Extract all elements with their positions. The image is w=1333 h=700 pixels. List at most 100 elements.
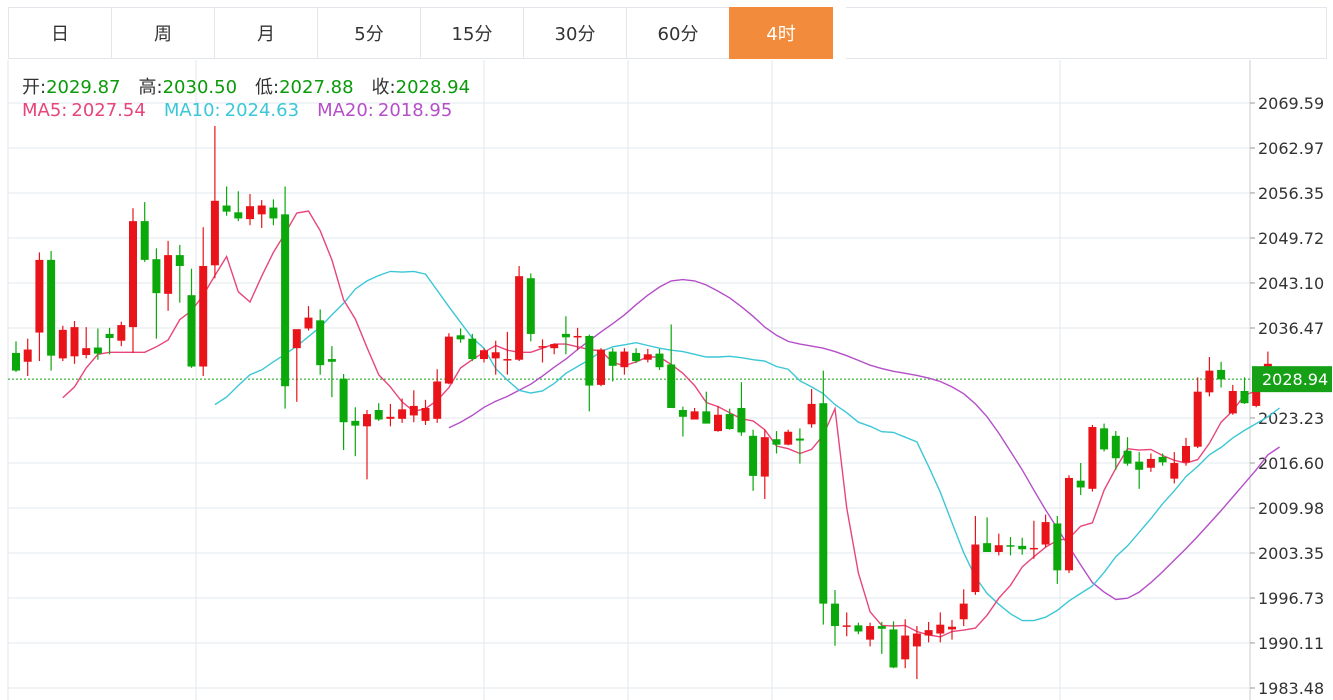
candle-body	[585, 335, 594, 386]
candle-body	[456, 335, 465, 340]
candle-body	[1029, 547, 1038, 550]
y-tick-label: 2023.23	[1258, 409, 1324, 428]
candle-body	[70, 327, 79, 357]
candle-body	[444, 336, 453, 384]
candle-body	[795, 438, 804, 441]
candle-body	[47, 259, 56, 356]
candle-body	[561, 333, 570, 338]
close-label: 收:	[371, 77, 396, 98]
candle-body	[854, 625, 863, 632]
candle-body	[1018, 545, 1027, 550]
tab-month[interactable]: 月	[214, 7, 318, 59]
ma10-value: 2024.63	[224, 100, 300, 121]
candle-body	[983, 543, 992, 552]
tab-day[interactable]: 日	[8, 7, 112, 59]
y-tick-label: 2069.59	[1258, 94, 1324, 113]
y-tick-label: 2016.60	[1258, 454, 1324, 473]
open-label: 开:	[22, 77, 47, 98]
low-label: 低:	[255, 77, 280, 98]
candle-body	[819, 403, 828, 604]
ma5-line	[62, 210, 1280, 638]
candle-body	[363, 414, 371, 427]
candle-body	[351, 420, 360, 426]
candle-body	[784, 431, 793, 445]
close-value: 2028.94	[395, 77, 471, 98]
y-tick-label: 2049.72	[1258, 229, 1324, 248]
candle-body	[398, 409, 407, 419]
y-tick-label: 2056.35	[1258, 184, 1324, 203]
candle-body	[292, 329, 301, 349]
candle-body	[1205, 370, 1214, 393]
candle-body	[93, 347, 102, 354]
candle-body	[643, 354, 652, 360]
candle-body	[948, 626, 956, 630]
ma-info: MA5: 2027.54 MA10: 2024.63 MA20: 2018.95	[22, 100, 452, 121]
candle-body	[1193, 391, 1202, 447]
y-tick-label: 2043.10	[1258, 274, 1324, 293]
tab-5min[interactable]: 5分	[317, 7, 421, 59]
last-price-label: 2028.94	[1262, 370, 1328, 389]
ohlc-info: 开:2029.87 高:2030.50 低:2027.88 收:2028.94	[22, 73, 470, 99]
high-label: 高:	[138, 77, 163, 98]
candle-body	[1111, 435, 1120, 459]
candle-body	[1228, 390, 1237, 414]
candle-body	[737, 407, 746, 433]
y-tick-label: 1983.48	[1258, 679, 1324, 698]
candle-body	[515, 276, 524, 360]
candle-body	[269, 207, 278, 219]
candle-body	[1217, 369, 1226, 380]
y-tick-label: 2062.97	[1258, 139, 1324, 158]
candle-body	[339, 378, 348, 423]
candle-body	[1100, 428, 1109, 450]
candle-body	[1158, 456, 1167, 463]
candle-body	[702, 411, 711, 424]
candle-body	[304, 317, 313, 329]
candle-body	[480, 350, 488, 360]
candle-body	[620, 351, 629, 368]
candle-body	[222, 205, 231, 212]
low-value: 2027.88	[279, 77, 354, 98]
candle-body	[971, 544, 980, 593]
candle-body	[117, 325, 126, 341]
tab-30min[interactable]: 30分	[523, 7, 627, 59]
candle-body	[82, 348, 91, 355]
candle-body	[936, 624, 945, 634]
candle-body	[901, 635, 910, 660]
candle-body	[924, 630, 933, 636]
tab-15min[interactable]: 15分	[420, 7, 524, 59]
candle-body	[772, 439, 781, 445]
candle-body	[690, 411, 699, 420]
tab-week[interactable]: 周	[111, 7, 215, 59]
y-tick-label: 1990.11	[1258, 634, 1324, 653]
candle-body	[632, 352, 641, 362]
candle-body	[409, 405, 418, 416]
candle-body	[994, 545, 1003, 552]
candle-body	[807, 403, 816, 425]
tab-60min[interactable]: 60分	[626, 7, 730, 59]
candle-body	[1182, 446, 1190, 463]
ma10-line	[214, 270, 1281, 622]
candle-body	[316, 320, 325, 366]
candle-body	[538, 346, 547, 348]
candle-body	[327, 359, 336, 362]
candle-body	[140, 221, 149, 260]
candle-body	[12, 352, 20, 371]
candle-body	[877, 626, 886, 629]
last-price-label-bg	[1252, 366, 1332, 393]
candle-body	[608, 351, 617, 366]
candle-body	[1065, 477, 1073, 571]
candle-body	[421, 407, 430, 421]
candle-body	[831, 603, 839, 627]
candle-body	[1170, 462, 1179, 479]
candle-body	[129, 221, 137, 328]
tabs-filler	[846, 7, 1327, 59]
timeframe-tabs: 日 周 月 5分 15分 30分 60分 4时	[8, 7, 833, 59]
candle-body	[889, 629, 898, 668]
tab-4hour[interactable]: 4时	[729, 7, 833, 59]
candle-body	[503, 359, 512, 361]
candle-body	[678, 410, 687, 417]
candle-body	[959, 603, 968, 620]
open-value: 2029.87	[46, 77, 121, 98]
candle-body	[433, 381, 442, 419]
